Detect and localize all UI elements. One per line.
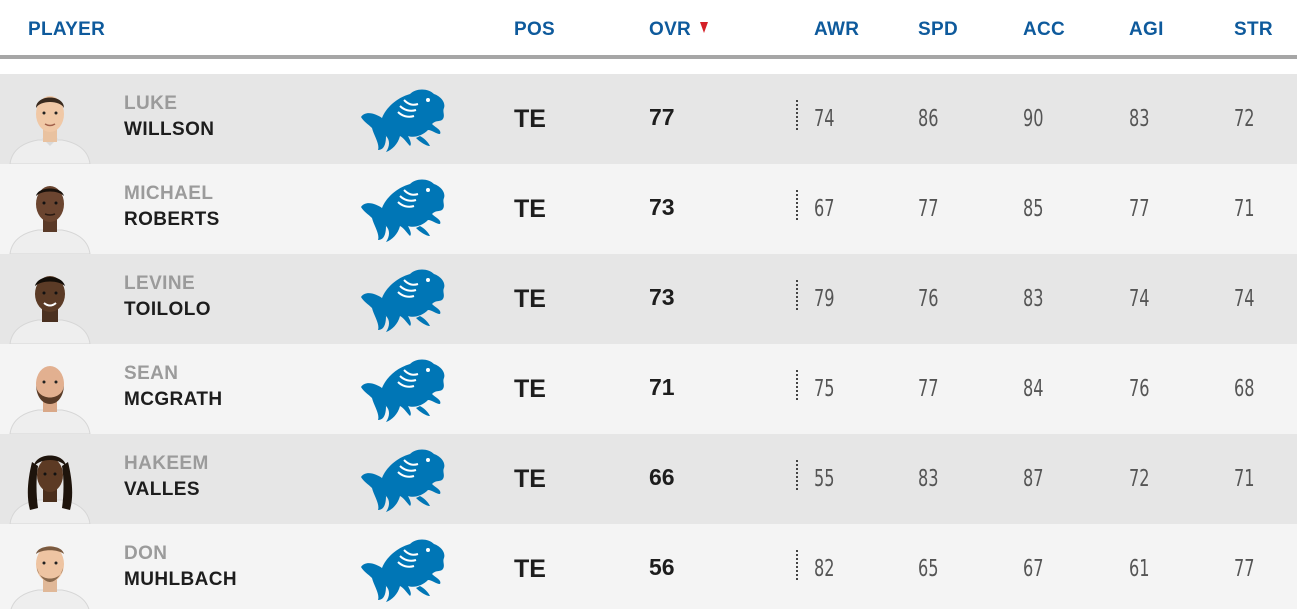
header-divider xyxy=(0,55,1297,59)
stat-str: 72 xyxy=(1234,106,1255,132)
player-headshot xyxy=(8,268,92,344)
table-row[interactable]: LUKE WILLSON TE 77 74 86 90 83 72 xyxy=(0,74,1297,164)
stat-agi: 83 xyxy=(1129,106,1150,132)
player-first-name: LEVINE xyxy=(124,273,196,294)
player-overall: 73 xyxy=(649,194,675,220)
player-headshot xyxy=(8,538,92,609)
stat-acc: 83 xyxy=(1023,286,1044,312)
stat-spd: 86 xyxy=(918,106,939,132)
player-position: TE xyxy=(514,375,546,403)
player-first-name: HAKEEM xyxy=(124,453,209,474)
stat-acc: 85 xyxy=(1023,196,1044,222)
column-header-acc[interactable]: ACC xyxy=(1023,19,1066,40)
stat-spd: 77 xyxy=(918,376,939,402)
table-row[interactable]: LEVINE TOILOLO TE 73 79 76 83 74 74 xyxy=(0,254,1297,344)
player-table: LUKE WILLSON TE 77 74 86 90 83 72 xyxy=(0,74,1297,609)
stat-agi: 61 xyxy=(1129,556,1150,582)
player-overall: 71 xyxy=(649,374,675,400)
player-first-name: MICHAEL xyxy=(124,183,214,204)
stat-divider xyxy=(796,280,798,310)
stat-acc: 67 xyxy=(1023,556,1044,582)
table-row[interactable]: SEAN MCGRATH TE 71 75 77 84 76 68 xyxy=(0,344,1297,434)
player-overall: 56 xyxy=(649,554,675,580)
player-overall: 66 xyxy=(649,464,675,490)
stat-acc: 87 xyxy=(1023,466,1044,492)
player-position: TE xyxy=(514,555,546,583)
detroit-lions-logo-icon xyxy=(356,354,448,426)
stat-divider xyxy=(796,100,798,130)
column-header-str[interactable]: STR xyxy=(1234,19,1273,40)
player-position: TE xyxy=(514,195,546,223)
stat-divider xyxy=(796,370,798,400)
stat-spd: 83 xyxy=(918,466,939,492)
stat-agi: 77 xyxy=(1129,196,1150,222)
player-last-name: WILLSON xyxy=(124,119,215,140)
stat-agi: 74 xyxy=(1129,286,1150,312)
detroit-lions-logo-icon xyxy=(356,444,448,516)
player-position: TE xyxy=(514,285,546,313)
player-last-name: MCGRATH xyxy=(124,389,223,410)
player-last-name: VALLES xyxy=(124,479,200,500)
column-header-ovr[interactable]: OVR xyxy=(649,19,692,40)
player-first-name: LUKE xyxy=(124,93,178,114)
stat-awr: 82 xyxy=(814,556,835,582)
player-last-name: ROBERTS xyxy=(124,209,220,230)
stat-awr: 74 xyxy=(814,106,835,132)
player-position: TE xyxy=(514,105,546,133)
column-header-spd[interactable]: SPD xyxy=(918,19,958,40)
player-last-name: TOILOLO xyxy=(124,299,211,320)
stat-awr: 75 xyxy=(814,376,835,402)
player-overall: 77 xyxy=(649,104,675,130)
player-first-name: SEAN xyxy=(124,363,179,384)
stat-spd: 65 xyxy=(918,556,939,582)
detroit-lions-logo-icon xyxy=(356,534,448,606)
player-last-name: MUHLBACH xyxy=(124,569,237,590)
stat-awr: 67 xyxy=(814,196,835,222)
player-headshot xyxy=(8,358,92,434)
stat-str: 68 xyxy=(1234,376,1255,402)
player-headshot xyxy=(8,448,92,524)
table-row[interactable]: DON MUHLBACH TE 56 82 65 67 61 77 xyxy=(0,524,1297,609)
stat-str: 71 xyxy=(1234,466,1255,492)
stat-awr: 79 xyxy=(814,286,835,312)
stat-acc: 90 xyxy=(1023,106,1044,132)
column-header-player[interactable]: PLAYER xyxy=(28,19,106,40)
stat-divider xyxy=(796,190,798,220)
sort-descending-icon[interactable] xyxy=(700,22,708,33)
stat-str: 71 xyxy=(1234,196,1255,222)
player-position: TE xyxy=(514,465,546,493)
stat-str: 77 xyxy=(1234,556,1255,582)
stat-agi: 72 xyxy=(1129,466,1150,492)
detroit-lions-logo-icon xyxy=(356,84,448,156)
stat-divider xyxy=(796,460,798,490)
stat-divider xyxy=(796,550,798,580)
table-row[interactable]: MICHAEL ROBERTS TE 73 67 77 85 77 71 xyxy=(0,164,1297,254)
stat-awr: 55 xyxy=(814,466,835,492)
detroit-lions-logo-icon xyxy=(356,174,448,246)
stat-acc: 84 xyxy=(1023,376,1044,402)
player-headshot xyxy=(8,178,92,254)
column-header-pos[interactable]: POS xyxy=(514,19,556,40)
table-row[interactable]: HAKEEM VALLES TE 66 55 83 87 72 71 xyxy=(0,434,1297,524)
stat-spd: 76 xyxy=(918,286,939,312)
player-overall: 73 xyxy=(649,284,675,310)
table-header: PLAYER POS OVR AWR SPD ACC AGI STR xyxy=(0,0,1297,59)
stat-str: 74 xyxy=(1234,286,1255,312)
stat-agi: 76 xyxy=(1129,376,1150,402)
player-headshot xyxy=(8,88,92,164)
detroit-lions-logo-icon xyxy=(356,264,448,336)
column-header-awr[interactable]: AWR xyxy=(814,19,860,40)
column-header-agi[interactable]: AGI xyxy=(1129,19,1164,40)
player-first-name: DON xyxy=(124,543,168,564)
stat-spd: 77 xyxy=(918,196,939,222)
